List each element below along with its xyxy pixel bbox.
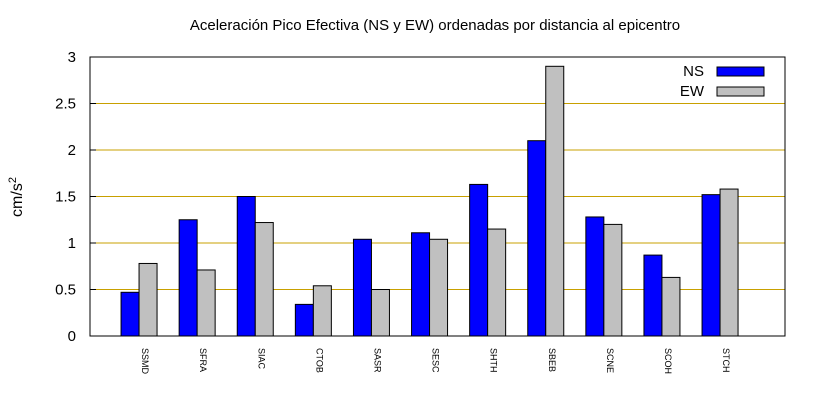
- x-tick-label: SSMD: [140, 348, 150, 375]
- y-axis-label-unit: cm/s: [9, 183, 26, 217]
- bar-ew-sbeb: [545, 65, 565, 337]
- y-ticks: 0 0.5 1 1.5 2 2.5 3: [55, 49, 96, 345]
- y-tick-label: 3: [68, 49, 76, 66]
- bar-ew-scne: [603, 223, 623, 337]
- bar-ew-sesc: [429, 238, 449, 337]
- bar-ns-stch: [701, 194, 721, 337]
- x-tick-label: SCNE: [605, 348, 615, 373]
- y-tick-label: 0.5: [55, 282, 76, 299]
- bar-ew-siac: [254, 222, 274, 337]
- bar-ns-sesc: [411, 232, 431, 337]
- bar-ew-sasr: [370, 289, 390, 337]
- legend-label-ew: EW: [680, 83, 705, 100]
- y-axis-label: cm/s2: [7, 177, 26, 217]
- bar-ns-sbeb: [527, 140, 547, 337]
- legend-swatch-ew: [716, 86, 765, 97]
- x-tick-label: CTOB: [314, 348, 324, 373]
- bar-ew-scoh: [661, 276, 681, 337]
- legend-label-ns: NS: [683, 63, 704, 80]
- x-tick-label: SESC: [431, 348, 441, 373]
- bar-ew-sfra: [196, 269, 216, 337]
- x-tick-label: SCOH: [663, 348, 673, 374]
- bar-ew-stch: [719, 188, 739, 337]
- bar-ew-shth: [487, 228, 507, 337]
- bar-ns-ssmd: [120, 291, 140, 337]
- x-tick-label: SIAC: [256, 348, 266, 370]
- legend: NS EW: [680, 63, 765, 100]
- bar-ns-siac: [236, 196, 256, 337]
- y-tick-label: 0: [68, 328, 76, 345]
- x-tick-label: SASR: [372, 348, 382, 373]
- bar-ns-sfra: [178, 219, 198, 337]
- bars: [120, 65, 739, 337]
- legend-swatch-ns: [716, 66, 765, 77]
- bar-ns-shth: [469, 183, 489, 337]
- x-tick-label: SBEB: [547, 348, 557, 372]
- bar-ns-sasr: [352, 238, 372, 337]
- bar-ew-ctob: [312, 285, 332, 337]
- bar-ns-scoh: [643, 254, 663, 337]
- bar-ew-ssmd: [138, 262, 158, 337]
- y-tick-label: 1.5: [55, 189, 76, 206]
- bar-ns-scne: [585, 216, 605, 337]
- bar-ns-ctob: [294, 303, 314, 337]
- x-tick-label: SFRA: [198, 348, 208, 372]
- chart-title: Aceleración Pico Efectiva (NS y EW) orde…: [190, 17, 680, 34]
- y-tick-label: 2: [68, 142, 76, 159]
- x-tick-label: SHTH: [489, 348, 499, 373]
- y-axis-label-exponent: 2: [7, 177, 19, 183]
- x-ticks: SSMD SFRA SIAC CTOB SASR SESC SHTH SBEB SCNE SCOH…: [140, 348, 731, 375]
- y-tick-label: 2.5: [55, 96, 76, 113]
- x-tick-label: STCH: [721, 348, 731, 373]
- y-tick-label: 1: [68, 235, 76, 252]
